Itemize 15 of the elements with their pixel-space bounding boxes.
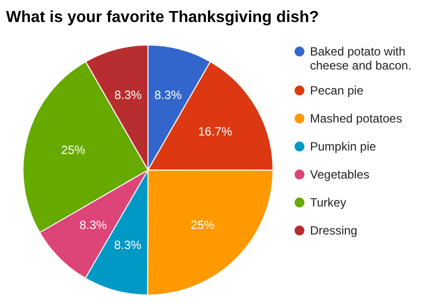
data-label: 25% (61, 142, 86, 157)
legend-label: Turkey (310, 196, 346, 210)
legend-label: Baked potato with cheese and bacon. (310, 44, 412, 72)
data-label: 8.3% (79, 218, 108, 232)
data-label: 8.3% (114, 88, 142, 102)
legend-label: Dressing (310, 224, 358, 238)
legend-label: Pumpkin pie (310, 140, 376, 154)
data-label: 25% (190, 218, 216, 232)
data-label: 8.3% (114, 238, 142, 252)
chart-title: What is your favorite Thanksgiving dish? (6, 9, 319, 26)
legend-label: Vegetables (310, 168, 370, 182)
data-label: 16.7% (198, 124, 232, 138)
legend-label: Mashed potatoes (310, 112, 402, 126)
data-label: 8.3% (154, 88, 182, 102)
legend-label: Pecan pie (310, 84, 364, 98)
